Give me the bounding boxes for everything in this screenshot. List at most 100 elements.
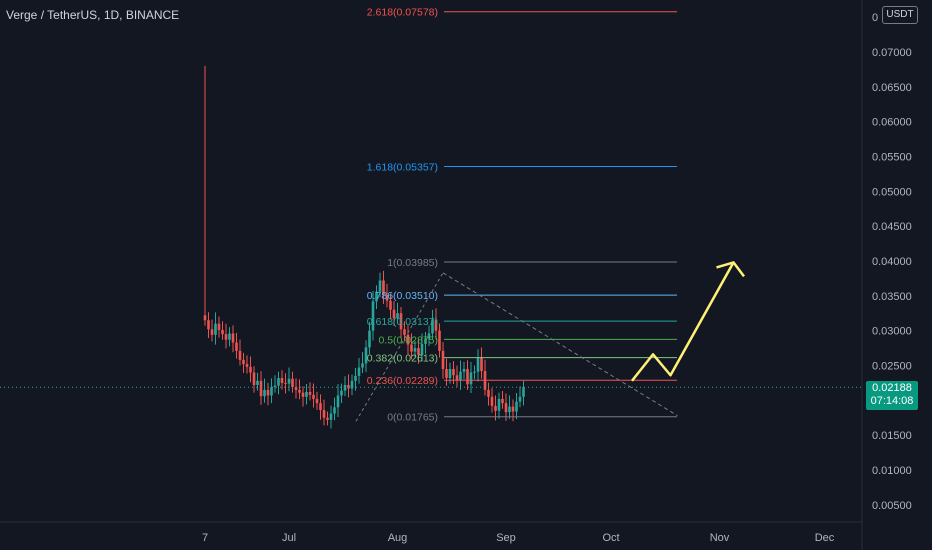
candle: [354, 368, 357, 391]
candle: [466, 360, 469, 390]
candle: [438, 323, 441, 358]
candle: [508, 395, 511, 419]
fib-trend-line[interactable]: [355, 272, 444, 422]
trend-line[interactable]: [442, 272, 678, 417]
candle: [441, 342, 445, 379]
candle: [210, 319, 214, 342]
candle: [410, 333, 413, 360]
fib-level-label: 0.5(0.02875): [378, 334, 438, 346]
candle: [476, 349, 480, 382]
candle: [445, 358, 448, 386]
fib-level-label: 0.382(0.02613): [367, 353, 438, 365]
candle: [235, 332, 238, 359]
candle: [298, 379, 301, 400]
candle: [221, 321, 224, 340]
candle: [245, 355, 249, 374]
candle: [312, 383, 315, 408]
projection-arrow[interactable]: [631, 261, 735, 382]
time-axis[interactable]: [0, 522, 932, 550]
candle: [389, 293, 392, 320]
candle: [427, 325, 431, 346]
candle: [333, 397, 336, 421]
fib-level[interactable]: 0.382(0.02613): [367, 353, 677, 365]
fib-level-label: 1.618(0.05357): [367, 161, 438, 173]
candle: [322, 399, 326, 426]
candle: [326, 411, 329, 426]
fib-level[interactable]: 0.618(0.03137): [367, 316, 677, 328]
candle: [518, 386, 522, 408]
candle: [413, 340, 417, 358]
fib-level[interactable]: 0.5(0.02875): [378, 334, 677, 346]
candle: [305, 384, 308, 405]
candle: [490, 388, 494, 413]
x-tick-label: Dec: [815, 532, 835, 544]
candle: [214, 312, 217, 345]
candle: [224, 323, 228, 349]
y-tick-label: 0.07000: [872, 47, 912, 59]
candle: [487, 382, 490, 406]
candle: [399, 306, 403, 338]
candle: [483, 359, 487, 396]
candle: [291, 371, 294, 393]
x-tick-label: Aug: [388, 532, 408, 544]
candle: [350, 374, 354, 396]
projection-arrow-head: [716, 261, 745, 278]
currency-badge[interactable]: USDT: [882, 6, 918, 24]
candle: [277, 371, 280, 395]
price-axis[interactable]: [862, 0, 932, 550]
current-price-badge: 0.02188 07:14:08: [866, 381, 918, 410]
candle: [361, 352, 364, 374]
candle: [280, 370, 284, 390]
candle: [263, 378, 266, 403]
candle: [329, 405, 333, 429]
fib-level[interactable]: 1(0.03985): [387, 257, 677, 269]
candle: [424, 332, 427, 354]
candle: [431, 309, 434, 340]
fib-level-label: 2.618(0.07578): [367, 7, 438, 19]
candle: [501, 390, 504, 409]
candle: [217, 316, 221, 338]
fib-level[interactable]: 0.236(0.02289): [367, 375, 677, 387]
fib-level[interactable]: 0.786(0.03510): [367, 290, 677, 302]
candle: [259, 371, 263, 405]
candle: [231, 325, 235, 353]
candle: [382, 270, 385, 304]
candle: [252, 366, 256, 393]
candle: [420, 333, 424, 362]
candle: [396, 302, 399, 324]
y-tick-label: 0.01000: [872, 465, 912, 477]
y-tick-label: 0.04000: [872, 256, 912, 268]
bar-countdown: 07:14:08: [870, 395, 914, 407]
candle: [522, 380, 525, 406]
current-price-value: 0.02188: [872, 382, 912, 394]
chart-title: Verge / TetherUS, 1D, BINANCE: [6, 8, 180, 22]
candle: [368, 321, 371, 355]
candle: [343, 376, 347, 397]
candle: [336, 384, 340, 418]
fib-level[interactable]: 2.618(0.07578): [367, 7, 677, 19]
y-tick-label: 0.03000: [872, 326, 912, 338]
candle: [473, 365, 476, 380]
fib-level-label: 1(0.03985): [387, 257, 438, 269]
fib-level-label: 0.786(0.03510): [367, 290, 438, 302]
candle: [515, 392, 518, 420]
y-tick-label: 0.05000: [872, 186, 912, 198]
candle: [406, 325, 410, 355]
candle: [480, 347, 483, 379]
candle: [340, 383, 343, 404]
candle: [417, 339, 420, 364]
fib-level[interactable]: 1.618(0.05357): [367, 161, 677, 173]
candle: [308, 382, 312, 401]
candle: [249, 356, 252, 383]
candle: [511, 399, 515, 422]
candle: [284, 373, 287, 394]
candle: [459, 360, 462, 390]
y-tick-label: 0.06500: [872, 82, 912, 94]
candle: [287, 367, 291, 392]
fib-level-label: 0.236(0.02289): [367, 375, 438, 387]
candle: [357, 357, 361, 384]
candle: [301, 386, 305, 407]
fib-level-label: 0(0.01765): [387, 412, 438, 424]
fib-level[interactable]: 0(0.01765): [387, 412, 677, 424]
